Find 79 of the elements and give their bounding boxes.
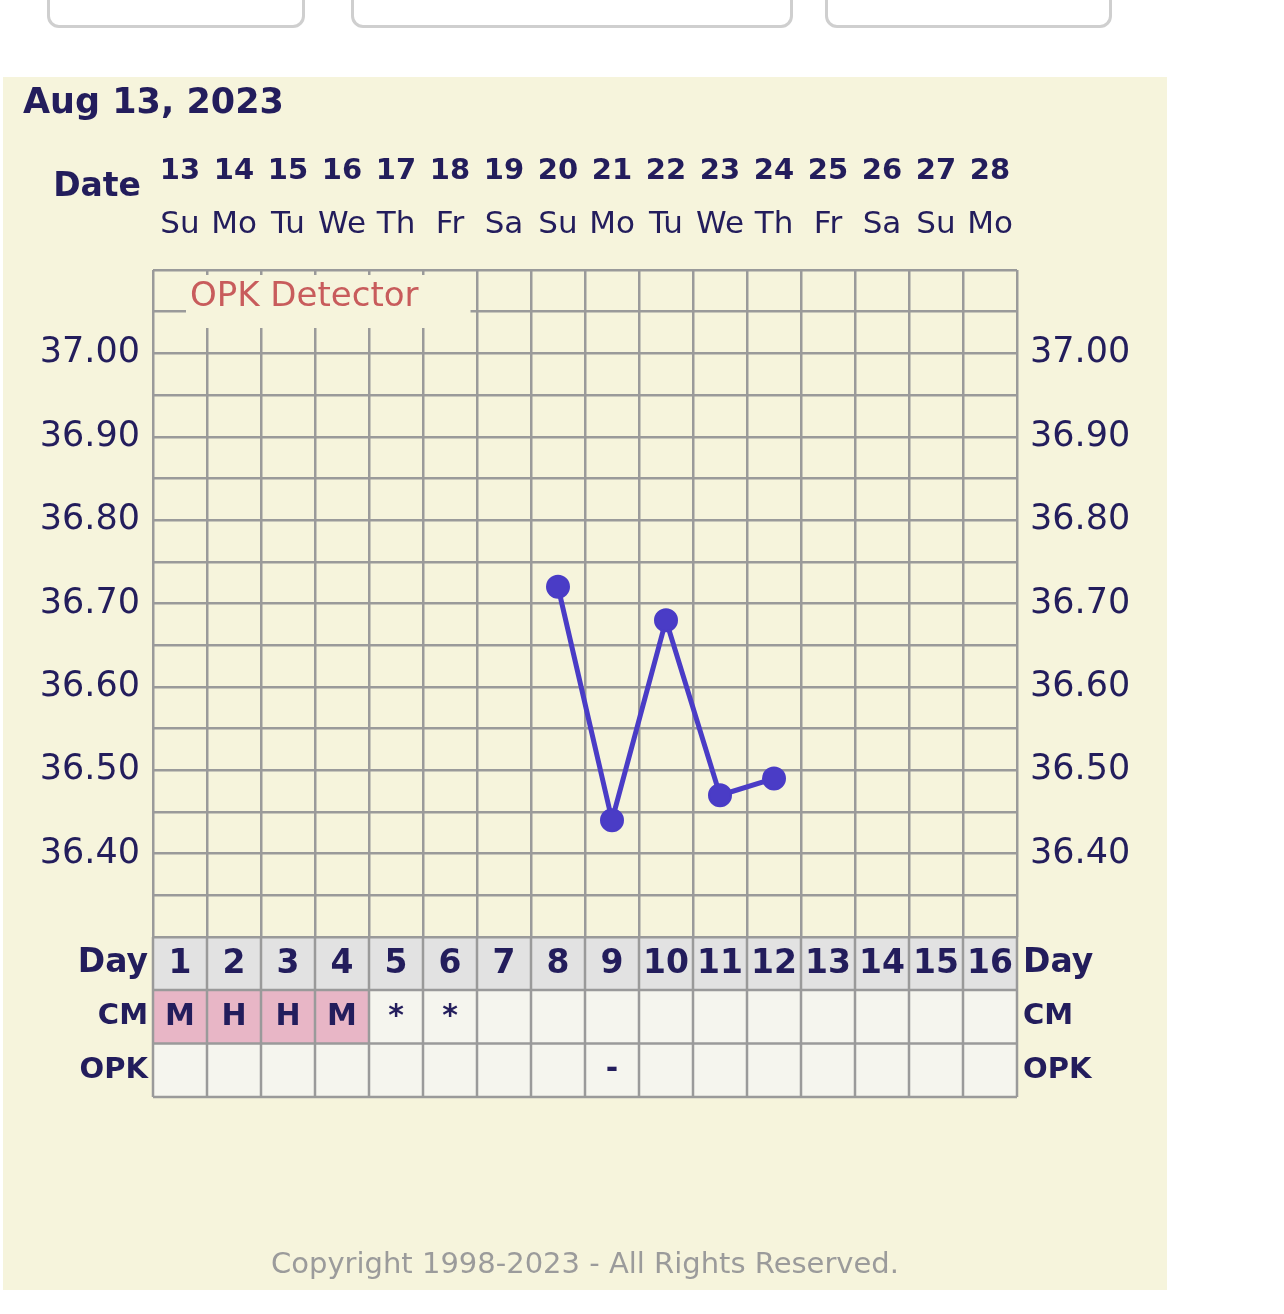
text: * [442, 996, 458, 1032]
x-tick-label: 4 [330, 941, 354, 981]
x2-tick-label: 13 [159, 152, 201, 187]
x2-tick-label: 16 [321, 152, 363, 187]
x2-tick-label: 28 [969, 152, 1011, 187]
y-tick-label: 36.70 [39, 580, 140, 621]
x-tick-label: 10 [643, 941, 689, 981]
x2-tick-label: 23 [699, 152, 741, 187]
x-tick-label: 9 [600, 941, 624, 981]
y2-tick-label: 36.80 [1030, 497, 1131, 538]
y-tick-label: 36.50 [39, 747, 140, 788]
x-tick-label: Mo [967, 204, 1013, 241]
text: M [165, 996, 195, 1032]
x2-tick-label: 24 [753, 152, 795, 187]
x-tick-label: 6 [438, 941, 462, 981]
x-tick-label: Mo [589, 204, 635, 241]
x-tick-label: Fr [813, 204, 843, 241]
text: - [605, 1050, 619, 1086]
x-tick-label: 7 [492, 941, 516, 981]
x2-axis-title: Date [53, 164, 141, 204]
x-tick-label: Fr [435, 204, 465, 241]
y2-tick-label: CM [1023, 997, 1074, 1032]
y2-tick-label: 36.50 [1030, 747, 1131, 788]
x-tick-label: Tu [648, 204, 683, 241]
x-tick-label: Mo [211, 204, 257, 241]
text: H [275, 996, 301, 1032]
text: Day [1023, 941, 1094, 981]
y-tick-label: 37.00 [39, 330, 140, 371]
y-tick-label: 36.60 [39, 663, 140, 704]
x-tick-label: 13 [805, 941, 851, 981]
x2-tick-label: 17 [375, 152, 417, 187]
x2-tick-label: 15 [267, 152, 309, 187]
annotation: OPK Detector [190, 273, 419, 314]
y2-tick-label: 36.40 [1030, 830, 1131, 871]
x2-tick-label: 21 [591, 152, 633, 187]
x2-tick-label: 26 [861, 152, 903, 187]
y-tick-label: 36.80 [39, 497, 140, 538]
x-tick-label: 8 [546, 941, 570, 981]
y2-tick-label: OPK [1023, 1050, 1093, 1085]
x-tick-label: We [696, 204, 744, 241]
x2-tick-label: 18 [429, 152, 471, 187]
text: H [221, 996, 247, 1032]
x-tick-label: 3 [276, 941, 300, 981]
x-tick-label: 2 [222, 941, 246, 981]
x-tick-label: 14 [859, 941, 905, 981]
x2-tick-label: 14 [213, 152, 255, 187]
y2-tick-label: 36.70 [1030, 580, 1131, 621]
y2-tick-label: 36.60 [1030, 663, 1131, 704]
x-tick-label: 12 [751, 941, 797, 981]
text: * [388, 996, 404, 1032]
x-tick-label: Su [916, 204, 956, 241]
y-tick-label: 36.90 [39, 413, 140, 454]
text: Copyright 1998-2023 - All Rights Reserved. [271, 1245, 899, 1280]
x-tick-label: Su [538, 204, 578, 241]
x2-tick-label: 27 [915, 152, 957, 187]
y-tick-label: OPK [79, 1050, 150, 1085]
x-tick-label: Su [160, 204, 200, 241]
y2-tick-label: 37.00 [1030, 330, 1131, 371]
x-tick-label: 5 [384, 941, 408, 981]
x2-tick-label: 19 [483, 152, 525, 187]
chart-title: Aug 13, 2023 [23, 81, 284, 122]
x-axis-title: Day [77, 941, 148, 981]
x-tick-label: We [318, 204, 366, 241]
y2-tick-label: 36.90 [1030, 413, 1131, 454]
x-tick-label: 16 [967, 941, 1013, 981]
x-tick-label: 1 [168, 941, 192, 981]
x-tick-label: 15 [913, 941, 959, 981]
x-tick-label: Th [375, 204, 416, 241]
x-tick-label: Th [753, 204, 794, 241]
y-tick-label: 36.40 [39, 830, 140, 871]
x2-tick-label: 25 [807, 152, 849, 187]
x-tick-label: 11 [697, 941, 743, 981]
x-tick-label: Tu [270, 204, 305, 241]
x-tick-label: Sa [484, 204, 524, 241]
y-tick-label: CM [97, 997, 148, 1032]
x2-tick-label: 20 [537, 152, 579, 187]
x2-tick-label: 22 [645, 152, 687, 187]
text: M [327, 996, 357, 1032]
x-tick-label: Sa [862, 204, 902, 241]
